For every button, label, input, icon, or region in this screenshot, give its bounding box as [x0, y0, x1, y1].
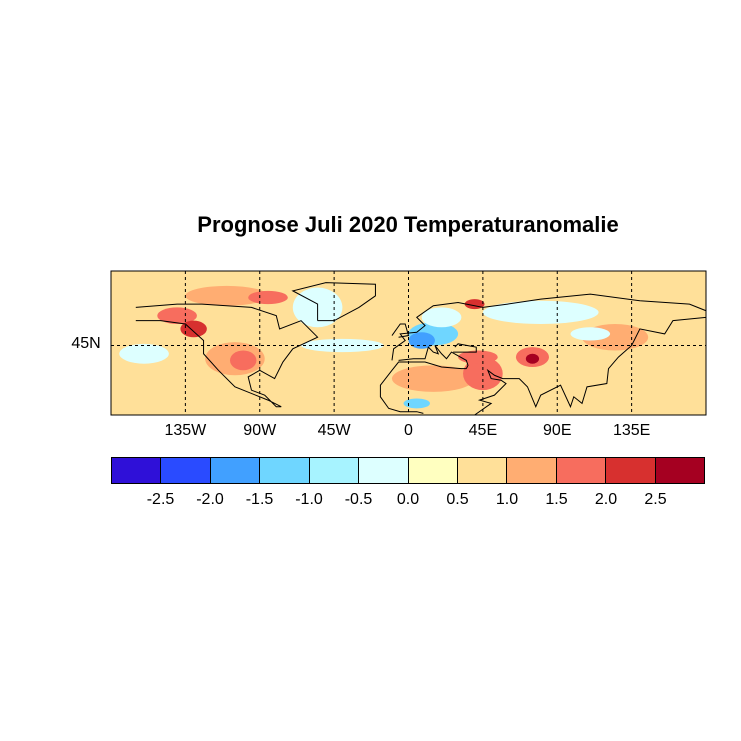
colorbar-swatch [408, 458, 458, 483]
lon-tick-label: 45W [317, 422, 351, 439]
coastline [474, 316, 706, 415]
anomaly-region [119, 343, 169, 364]
lon-tick-label: 0 [404, 422, 413, 439]
anomaly-region [570, 327, 611, 341]
colorbar-label: -2.5 [146, 491, 175, 508]
colorbar-swatch [210, 458, 261, 483]
anomaly-region [301, 338, 384, 353]
lon-tick-label: 135E [612, 422, 651, 439]
colorbar-swatch [606, 458, 656, 483]
lon-tick-label: 90W [243, 422, 277, 439]
coastline [391, 293, 706, 361]
lon-tick-label: 90E [543, 422, 572, 439]
anomaly-region [157, 307, 197, 324]
anomaly-region [248, 290, 288, 305]
coastline [379, 361, 467, 414]
coastlines [135, 282, 706, 415]
colorbar-label: 2.5 [644, 491, 667, 508]
lon-tick-label: 135W [164, 422, 207, 439]
colorbar-label: 0.5 [446, 491, 469, 508]
colorbar-swatch [260, 458, 310, 483]
colorbar-swatch [457, 458, 508, 483]
colorbar-label: 1.0 [495, 491, 519, 508]
anomaly-region [482, 300, 599, 324]
colorbar-swatch [507, 458, 557, 483]
colorbar-swatch [112, 458, 162, 483]
colorbar-swatch [309, 458, 360, 483]
anomaly-region [458, 350, 498, 364]
map-frame [110, 270, 707, 416]
lon-tick-label: 45E [468, 422, 498, 439]
colorbar-swatch [556, 458, 607, 483]
colorbar-label: 2.0 [594, 491, 618, 508]
coastline [453, 343, 477, 353]
colorbar-label: 1.5 [545, 491, 568, 508]
colorbar-swatch [359, 458, 409, 483]
coastline [398, 345, 469, 369]
colorbar [111, 457, 705, 484]
colorbar-label: -2.0 [196, 491, 224, 508]
colorbar-label: -0.5 [344, 491, 373, 508]
anomaly-region [180, 320, 207, 338]
colorbar-swatch [161, 458, 211, 483]
anomaly-region [403, 398, 430, 409]
colorbar-label: -1.0 [295, 491, 323, 508]
lat-tick-label: 45N [71, 335, 101, 353]
colorbar-swatch [655, 458, 705, 483]
anomaly-region [408, 332, 435, 349]
colorbar-label: 0.0 [396, 491, 420, 508]
anomaly-region [421, 307, 462, 328]
anomaly-layer [119, 285, 649, 409]
anomaly-region [230, 350, 257, 371]
anomaly-region [525, 353, 540, 364]
coastline [391, 323, 410, 338]
coastline [291, 282, 376, 322]
map-title: Prognose Juli 2020 Temperaturanomalie [197, 212, 619, 237]
coastline [135, 303, 319, 408]
colorbar-label: -1.5 [245, 491, 274, 508]
anomaly-region [391, 365, 475, 392]
anomaly-region [185, 285, 269, 306]
